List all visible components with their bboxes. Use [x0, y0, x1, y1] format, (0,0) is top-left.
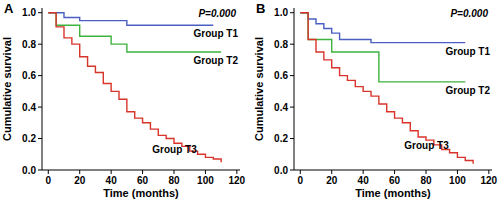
- series-label: Group T2: [446, 85, 491, 96]
- y-tick: [38, 44, 42, 45]
- survival-curve: [300, 13, 465, 43]
- y-axis-title: Cumulative survival: [1, 37, 13, 141]
- x-tick-label: 120: [481, 175, 498, 186]
- y-tick: [38, 170, 42, 171]
- x-tick: [488, 170, 489, 174]
- y-tick: [38, 12, 42, 13]
- x-tick-label: 100: [449, 175, 466, 186]
- series-labels: Group T1 Group T2 Group T3: [404, 46, 490, 151]
- panel-label: A: [4, 1, 14, 16]
- panel: 0.0 0.2 0.4 0.6 0.8 1.0 0 20 40 60 80 100 120 Time (m…: [253, 1, 498, 199]
- series-label: Group T3: [152, 144, 197, 155]
- x-tick: [79, 170, 80, 174]
- x-tick: [205, 170, 206, 174]
- x-tick: [111, 170, 112, 174]
- y-tick: [38, 107, 42, 108]
- x-tick-label: 0: [298, 175, 304, 186]
- x-axis: [42, 170, 240, 171]
- y-tick-label: 0.0: [22, 165, 36, 176]
- x-tick: [300, 170, 301, 174]
- panel: 0.0 0.2 0.4 0.6 0.8 1.0 0 20 40 60 80 100 120 Time (m…: [1, 1, 246, 199]
- x-axis-title: Time (months): [355, 187, 431, 199]
- y-tick: [290, 12, 294, 13]
- x-tick: [236, 170, 237, 174]
- survival-curve: [300, 13, 465, 82]
- series-labels: Group T1 Group T2 Group T3: [152, 28, 238, 155]
- x-tick: [363, 170, 364, 174]
- x-tick: [174, 170, 175, 174]
- x-tick-label: 0: [46, 175, 52, 186]
- y-axis-title: Cumulative survival: [253, 37, 265, 141]
- series-label: Group T2: [194, 55, 239, 66]
- x-tick-label: 40: [106, 175, 118, 186]
- x-tick-label: 120: [229, 175, 246, 186]
- x-tick-label: 60: [389, 175, 401, 186]
- x-tick-label: 20: [326, 175, 338, 186]
- y-tick: [38, 138, 42, 139]
- x-tick-label: 80: [420, 175, 432, 186]
- y-tick: [290, 75, 294, 76]
- y-tick: [290, 170, 294, 171]
- survival-curve: [48, 13, 213, 26]
- y-tick-label: 0.4: [22, 102, 36, 113]
- series-label: Group T1: [446, 46, 491, 57]
- y-tick-label: 0.2: [22, 133, 36, 144]
- figure: 0.0 0.2 0.4 0.6 0.8 1.0 0 20 40 60 80 100 120 Time (m…: [0, 0, 500, 199]
- x-tick-label: 100: [197, 175, 214, 186]
- panel-label: B: [256, 1, 265, 16]
- y-tick-label: 0.8: [274, 39, 288, 50]
- y-tick-label: 0.6: [22, 70, 36, 81]
- y-tick-label: 0.4: [274, 102, 288, 113]
- x-tick-label: 40: [358, 175, 370, 186]
- y-tick-label: 0.6: [274, 70, 288, 81]
- y-tick-label: 1.0: [274, 7, 288, 18]
- x-axis: [294, 170, 492, 171]
- y-tick: [290, 44, 294, 45]
- y-tick-label: 0.8: [22, 39, 36, 50]
- x-tick: [48, 170, 49, 174]
- x-tick-label: 20: [74, 175, 86, 186]
- x-tick: [426, 170, 427, 174]
- y-tick: [290, 138, 294, 139]
- y-axis: [294, 8, 295, 170]
- y-tick: [290, 107, 294, 108]
- x-tick: [331, 170, 332, 174]
- x-axis-title: Time (months): [103, 187, 179, 199]
- x-tick-label: 60: [137, 175, 149, 186]
- y-tick-label: 0.2: [274, 133, 288, 144]
- x-tick-label: 80: [168, 175, 180, 186]
- y-axis: [42, 8, 43, 170]
- series-label: Group T3: [404, 140, 449, 151]
- y-tick-label: 1.0: [22, 7, 36, 18]
- y-tick: [38, 75, 42, 76]
- x-tick: [457, 170, 458, 174]
- annotation: P=0.000: [450, 8, 488, 19]
- x-tick: [394, 170, 395, 174]
- series-label: Group T1: [194, 28, 239, 39]
- x-tick: [142, 170, 143, 174]
- annotation: P=0.000: [198, 8, 236, 19]
- y-tick-label: 0.0: [274, 165, 288, 176]
